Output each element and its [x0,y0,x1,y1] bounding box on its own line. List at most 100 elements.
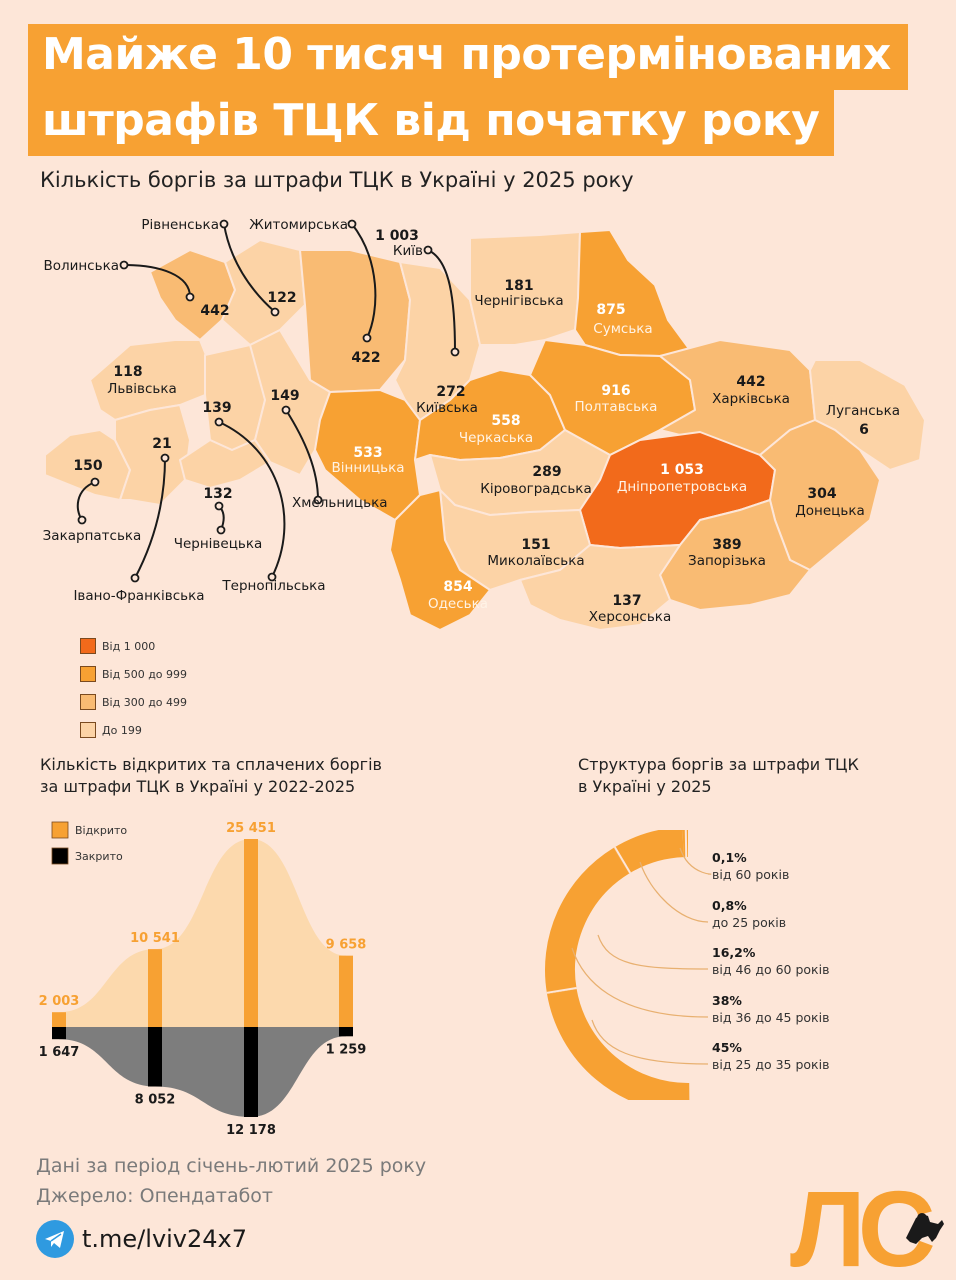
region-value: 533 [353,445,382,461]
flow-title-line-2: за штрафи ТЦК в Україні у 2022-2025 [40,777,356,796]
leader-line [223,223,276,313]
leader-dot [216,525,226,535]
region-name: Чернівецька [174,536,263,552]
region-value: 139 [202,400,231,416]
opened-closed-chart: Відкрито Закрито 2 003 1 647 10 541 8 052 25 … [39,821,367,1138]
leader-dot [362,333,372,343]
leader-dot [423,245,433,255]
region-чернівецька [179,439,271,489]
slice-percent: 0,1% [712,850,747,865]
region-name: Луганська [826,403,900,419]
region-name: Тернопільська [221,578,325,594]
region-name: Чернігівська [474,293,563,309]
region-name: Хмельницька [292,495,388,511]
map-legend: Від 1 000 Від 500 до 999 Від 300 до 499 … [80,632,187,744]
leader-dot [219,219,229,229]
region-value: 854 [443,579,472,595]
bar-opened-2022 [52,1012,66,1027]
region-одеська [389,489,491,630]
region-value: 558 [491,413,520,429]
legend-label: Від 300 до 499 [102,695,188,709]
region-львівська [89,339,211,421]
region-value: 21 [152,436,171,452]
region-чернігівська [469,231,581,346]
leader-dot [160,453,170,463]
flow-legend-swatch [51,847,69,865]
region-name: Херсонська [589,609,671,625]
region-value: 6 [859,422,869,438]
legend-item-1000: Від 1 000 [80,632,187,660]
leader-dot [130,573,140,583]
region-name: Черкаська [459,430,533,446]
slice-label: від 46 до 60 років [712,962,829,977]
telegram-url[interactable]: t.me/lviv24x7 [82,1225,248,1253]
region-value: 916 [601,383,630,399]
arc-leader-line [679,847,712,875]
leader-line [285,409,319,501]
leader-dot [313,495,323,505]
leader-dot [267,572,277,582]
leader-dot [214,501,224,511]
legend-label: Від 500 до 999 [102,667,188,681]
legend-label: Від 1 000 [102,639,156,653]
closed-value-label: 1 259 [326,1042,367,1057]
region-сумська [574,229,691,357]
telegram-icon [36,1220,74,1258]
region-івано-франківська [114,404,191,506]
arc-leader-line [639,861,709,923]
arc-leader-line [571,947,709,1018]
opened-value-label: 2 003 [39,994,80,1009]
region-value: 272 [436,384,465,400]
region-value: 289 [532,464,561,480]
region-name: Вінницька [331,460,404,476]
region-value: 304 [807,486,836,502]
opened-value-label: 10 541 [130,931,180,946]
leader-line [134,457,166,579]
arc-segment [545,847,630,995]
leader-dot [77,515,87,525]
slice-percent: 45% [712,1040,742,1055]
slice-percent: 0,8% [712,898,747,913]
bar-closed-2023 [148,1027,162,1087]
region-name: Запорізька [688,553,766,569]
slice-percent: 38% [712,993,742,1008]
arc-leader-line [597,934,709,970]
legend-item-500: Від 500 до 999 [80,660,187,688]
region-name: Житомирська [249,217,348,233]
slice-label: від 25 до 35 років [712,1057,829,1072]
ukraine-map: 442 Волинська 122 Рівненська 422 Житомирська 1… [43,217,926,630]
arc-separator [613,846,632,874]
region-name: Дніпропетровська [617,479,747,495]
closed-value-label: 12 178 [226,1123,276,1138]
flow-title-line-1: Кількість відкритих та сплачених боргів [40,755,382,774]
bar-closed-2024 [244,1027,258,1117]
leader-dot [90,477,100,487]
flow-legend-label: Закрито [75,850,123,863]
region-name: Київ [393,243,423,259]
telegram-link[interactable]: t.me/lviv24x7 [36,1220,247,1258]
arc-title-line-1: Структура боргів за штрафи ТЦК [578,755,859,774]
region-value: 150 [73,458,102,474]
region-луганська [809,359,926,471]
legend-item-199: До 199 [80,716,187,744]
region-name: Миколаївська [487,553,584,569]
region-херсонська [519,544,681,630]
legend-swatch [80,666,96,682]
region-name: Рівненська [141,217,219,233]
ls-logo: ЛС [790,1180,944,1270]
leader-dot [450,347,460,357]
arc-segment [613,830,685,874]
region-name: Волинська [43,258,119,274]
opened-value-label: 25 451 [226,821,276,836]
flow-legend-label: Відкрито [75,824,127,837]
region-value: 422 [351,350,380,366]
slice-label: від 60 років [712,867,789,882]
legend-swatch [80,694,96,710]
region-value: 875 [596,302,625,318]
leader-dot [214,417,224,427]
region-name: Львівська [107,381,177,397]
region-value: 1 003 [375,228,419,244]
leader-line [218,421,286,578]
closed-value-label: 8 052 [135,1093,176,1108]
source-note: Джерело: Опендатабот [36,1185,273,1207]
